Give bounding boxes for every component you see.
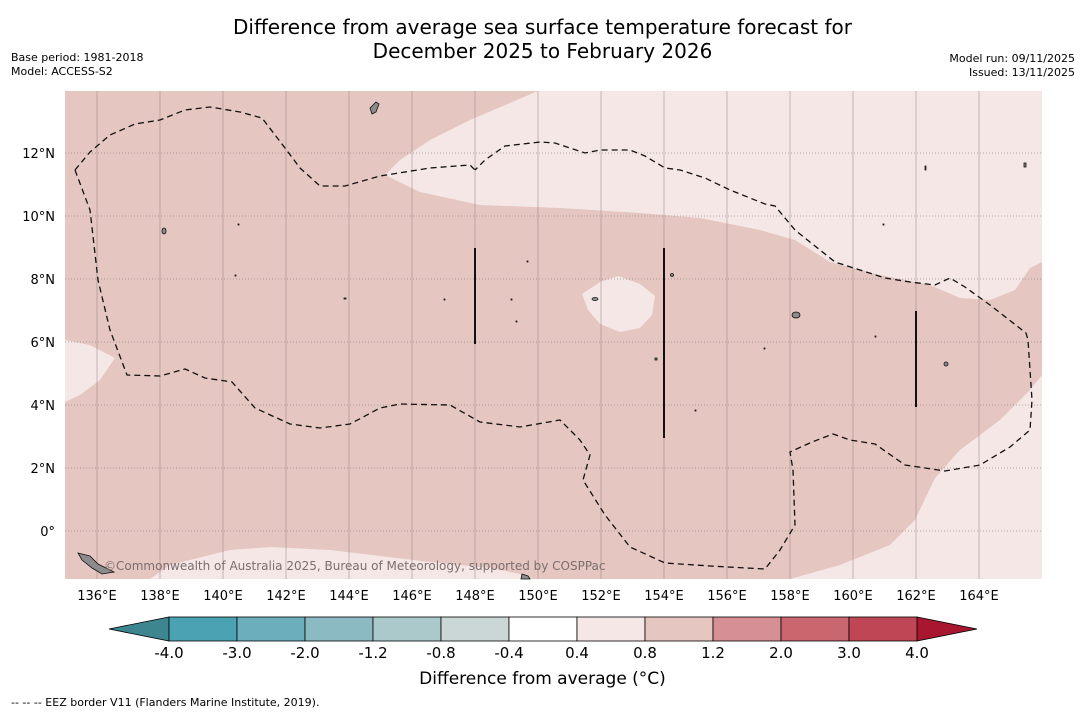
base-info: Base period: 1981-2018 Model: ACCESS-S2 bbox=[11, 51, 143, 79]
issued-date: Issued: 13/11/2025 bbox=[968, 66, 1075, 79]
colorbar-segment bbox=[508, 616, 578, 642]
lon-label: 164°E bbox=[959, 589, 999, 604]
light-region-south bbox=[150, 547, 530, 579]
lat-label: 0° bbox=[40, 525, 55, 540]
colorbar-segment bbox=[780, 616, 850, 642]
island-dot bbox=[443, 298, 446, 301]
colorbar-segment bbox=[372, 616, 442, 642]
colorbar-extend-low bbox=[108, 616, 170, 642]
boundary-lines bbox=[474, 248, 917, 438]
island-dot bbox=[763, 347, 766, 350]
colorbar-tick-label: 4.0 bbox=[905, 644, 929, 662]
island-dot bbox=[874, 335, 877, 338]
lon-label: 142°E bbox=[266, 589, 306, 604]
eez-footnote: -- -- -- EEZ border V11 (Flanders Marine… bbox=[11, 696, 320, 709]
lat-label: 8°N bbox=[31, 273, 56, 288]
colorbar-tick-label: 2.0 bbox=[769, 644, 793, 662]
colorbar-tick-label: -4.0 bbox=[154, 644, 183, 662]
colorbar-extend-high bbox=[916, 616, 978, 642]
eez-borders bbox=[74, 106, 1033, 570]
island-dot bbox=[343, 297, 347, 300]
lon-label: 152°E bbox=[581, 589, 621, 604]
island bbox=[791, 311, 801, 319]
colorbar-tick-label: 3.0 bbox=[837, 644, 861, 662]
island-new-guinea bbox=[77, 552, 116, 575]
island-south bbox=[520, 573, 531, 580]
lat-labels: 12°N 10°N 8°N 6°N 4°N 2°N 0° bbox=[22, 147, 55, 540]
island-dot bbox=[654, 357, 658, 361]
island-dot bbox=[515, 320, 518, 323]
lon-label: 160°E bbox=[833, 589, 873, 604]
island bbox=[591, 297, 599, 301]
lon-label: 136°E bbox=[77, 589, 117, 604]
lon-label: 140°E bbox=[203, 589, 243, 604]
lon-label: 154°E bbox=[644, 589, 684, 604]
colorbar-tick-label: -2.0 bbox=[290, 644, 319, 662]
island-dot bbox=[882, 223, 885, 226]
model-name: Model: ACCESS-S2 bbox=[11, 65, 113, 78]
light-region-island bbox=[582, 276, 655, 332]
island-dot bbox=[526, 260, 529, 263]
island bbox=[670, 273, 674, 277]
colorbar-tick-label: 1.2 bbox=[701, 644, 725, 662]
colorbar-segment bbox=[848, 616, 918, 642]
eez-palau bbox=[74, 106, 476, 187]
chart-title-line2: December 2025 to February 2026 bbox=[372, 39, 713, 63]
model-run-date: Model run: 09/11/2025 bbox=[949, 52, 1075, 65]
lon-label: 162°E bbox=[896, 589, 936, 604]
islands bbox=[77, 101, 1027, 580]
lon-labels: 136°E 138°E 140°E 142°E 144°E 146°E 148°… bbox=[77, 589, 999, 604]
island-dot bbox=[924, 165, 927, 171]
island-dot bbox=[237, 223, 240, 226]
colorbar-segment bbox=[236, 616, 306, 642]
island-guam bbox=[369, 101, 380, 115]
colorbar-segment bbox=[576, 616, 646, 642]
parallels bbox=[65, 152, 1042, 532]
attribution: ©Commonwealth of Australia 2025, Bureau … bbox=[104, 559, 606, 573]
lon-label: 156°E bbox=[707, 589, 747, 604]
lat-label: 4°N bbox=[31, 399, 56, 414]
light-region-west bbox=[65, 340, 115, 402]
colorbar-segment bbox=[712, 616, 782, 642]
lon-label: 146°E bbox=[392, 589, 432, 604]
colorbar-tick-label: -3.0 bbox=[222, 644, 251, 662]
lon-label: 144°E bbox=[329, 589, 369, 604]
run-info: Model run: 09/11/2025 Issued: 13/11/2025 bbox=[949, 52, 1075, 80]
lon-label: 158°E bbox=[770, 589, 810, 604]
base-period: Base period: 1981-2018 bbox=[11, 51, 144, 64]
island-dot bbox=[510, 298, 513, 301]
island-dot bbox=[1023, 162, 1027, 168]
lon-label: 148°E bbox=[455, 589, 495, 604]
colorbar-segment bbox=[644, 616, 714, 642]
island bbox=[943, 361, 949, 367]
colorbar: -4.0 -3.0 -2.0 -1.2 -0.8 -0.4 0.4 0.8 1.2 2.0 3.0 4… bbox=[108, 616, 978, 662]
colorbar-tick-label: 0.4 bbox=[565, 644, 589, 662]
lat-label: 6°N bbox=[31, 336, 56, 351]
lon-label: 150°E bbox=[518, 589, 558, 604]
lat-label: 12°N bbox=[22, 147, 55, 162]
colorbar-segment bbox=[440, 616, 510, 642]
lat-label: 10°N bbox=[22, 210, 55, 225]
colorbar-segment bbox=[304, 616, 374, 642]
island-dot bbox=[234, 274, 237, 277]
island bbox=[161, 227, 167, 235]
colorbar-tick-label: 0.8 bbox=[633, 644, 657, 662]
colorbar-label: Difference from average (°C) bbox=[419, 669, 666, 689]
graticule bbox=[96, 91, 980, 579]
lat-label: 2°N bbox=[31, 462, 56, 477]
colorbar-segment bbox=[168, 616, 238, 642]
eez-palau-south bbox=[74, 141, 1033, 570]
colorbar-tick-label: -1.2 bbox=[358, 644, 387, 662]
colorbar-tick-label: -0.8 bbox=[426, 644, 455, 662]
lon-label: 138°E bbox=[140, 589, 180, 604]
island-dot bbox=[694, 409, 697, 412]
colorbar-tick-label: -0.4 bbox=[494, 644, 523, 662]
chart-title-line1: Difference from average sea surface temp… bbox=[232, 15, 852, 39]
